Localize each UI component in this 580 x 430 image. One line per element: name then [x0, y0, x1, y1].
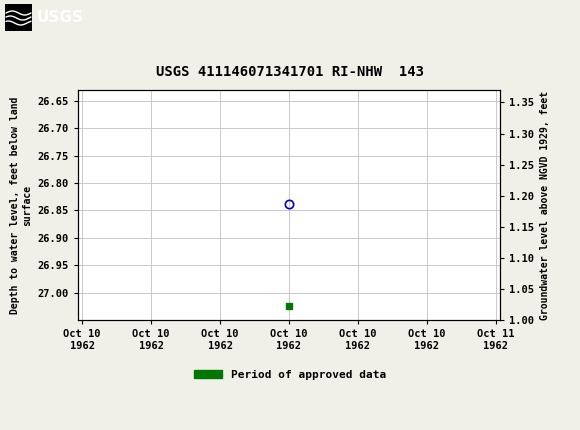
- Text: USGS: USGS: [37, 10, 84, 25]
- Bar: [5, 4, 32, 31]
- Legend: Period of approved data: Period of approved data: [190, 366, 390, 384]
- Text: USGS 411146071341701 RI-NHW  143: USGS 411146071341701 RI-NHW 143: [156, 65, 424, 79]
- Y-axis label: Groundwater level above NGVD 1929, feet: Groundwater level above NGVD 1929, feet: [539, 90, 550, 319]
- Y-axis label: Depth to water level, feet below land
surface: Depth to water level, feet below land su…: [10, 96, 32, 314]
